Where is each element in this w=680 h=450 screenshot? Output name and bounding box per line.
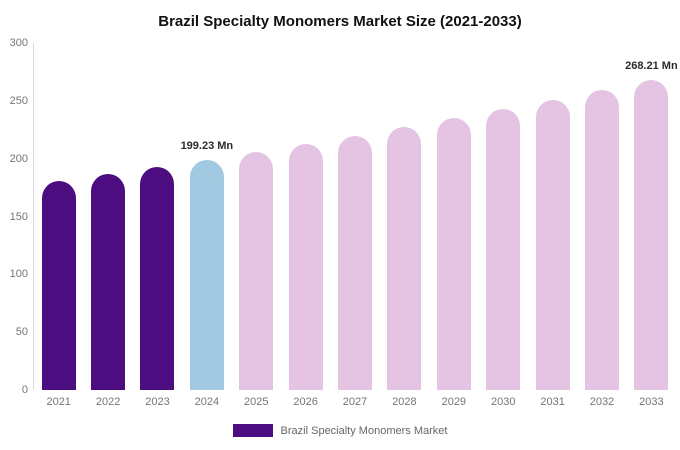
bar-2031[interactable] bbox=[535, 99, 570, 390]
bar-2027[interactable] bbox=[338, 135, 373, 390]
chart-title: Brazil Specialty Monomers Market Size (2… bbox=[158, 13, 522, 30]
y-tick-label: 300 bbox=[9, 37, 28, 49]
x-tick-label: 2023 bbox=[145, 396, 170, 408]
x-tick-label: 2032 bbox=[589, 396, 615, 408]
bar-slot bbox=[232, 43, 281, 390]
bar-2025[interactable] bbox=[239, 151, 274, 390]
x-tick-label: 2030 bbox=[490, 396, 516, 408]
x-tick-label: 2028 bbox=[392, 396, 417, 408]
bar-2024[interactable] bbox=[189, 159, 224, 390]
y-axis-line bbox=[33, 43, 34, 390]
bar-slot bbox=[83, 43, 132, 390]
plot-area: 0 50 100 150 200 250 300 199.23 Mn 268.21 Mn bbox=[10, 37, 678, 396]
y-axis: 0 50 100 150 200 250 300 bbox=[0, 37, 28, 396]
bar-slot: 199.23 Mn bbox=[180, 43, 234, 390]
bar-2032[interactable] bbox=[584, 89, 619, 390]
bar-2023[interactable] bbox=[140, 167, 175, 390]
bar-2030[interactable] bbox=[486, 109, 521, 390]
x-tick-label: 2033 bbox=[639, 396, 664, 408]
x-tick-label: 2024 bbox=[194, 396, 220, 408]
y-tick-label: 150 bbox=[9, 210, 28, 223]
x-tick-label: 2029 bbox=[441, 396, 467, 408]
x-axis: 2021 2022 2023 2024 2025 2026 2027 2028 2029 2030… bbox=[34, 396, 676, 408]
bar-2022[interactable] bbox=[91, 174, 126, 390]
y-tick-label: 250 bbox=[9, 94, 28, 107]
x-tick-label: 2031 bbox=[540, 396, 565, 408]
x-tick-label: 2027 bbox=[342, 396, 368, 408]
bar-2021[interactable] bbox=[41, 181, 76, 390]
legend-swatch bbox=[232, 424, 273, 437]
bar-2033[interactable] bbox=[634, 79, 669, 390]
legend-label: Brazil Specialty Monomers Market bbox=[280, 424, 448, 437]
bar-2029[interactable] bbox=[436, 118, 471, 390]
y-tick-label: 50 bbox=[15, 326, 28, 339]
x-tick-label: 2022 bbox=[95, 396, 121, 408]
x-tick-label: 2025 bbox=[244, 396, 269, 408]
bar-value-label: 268.21 Mn bbox=[625, 59, 678, 72]
bar-2026[interactable] bbox=[288, 143, 323, 390]
bar-slot bbox=[479, 43, 528, 390]
y-tick-label: 200 bbox=[9, 152, 28, 165]
x-tick-label: 2021 bbox=[46, 396, 71, 408]
bar-slot bbox=[133, 43, 182, 390]
bar-slot bbox=[281, 43, 330, 390]
bar-slot bbox=[528, 43, 577, 390]
bar-value-label: 199.23 Mn bbox=[180, 139, 234, 152]
x-tick-label: 2026 bbox=[293, 396, 318, 408]
legend[interactable]: Brazil Specialty Monomers Market bbox=[0, 424, 680, 437]
y-tick-label: 100 bbox=[9, 268, 28, 281]
y-tick-label: 0 bbox=[21, 384, 28, 396]
bar-slot: 268.21 Mn bbox=[625, 43, 678, 390]
bar-2028[interactable] bbox=[387, 126, 422, 390]
bar-slot bbox=[380, 43, 429, 390]
bar-slot bbox=[429, 43, 478, 390]
bar-slot bbox=[34, 43, 83, 390]
bar-slot bbox=[330, 43, 379, 390]
bars-container: 199.23 Mn 268.21 Mn bbox=[34, 43, 678, 390]
bar-slot bbox=[577, 43, 626, 390]
